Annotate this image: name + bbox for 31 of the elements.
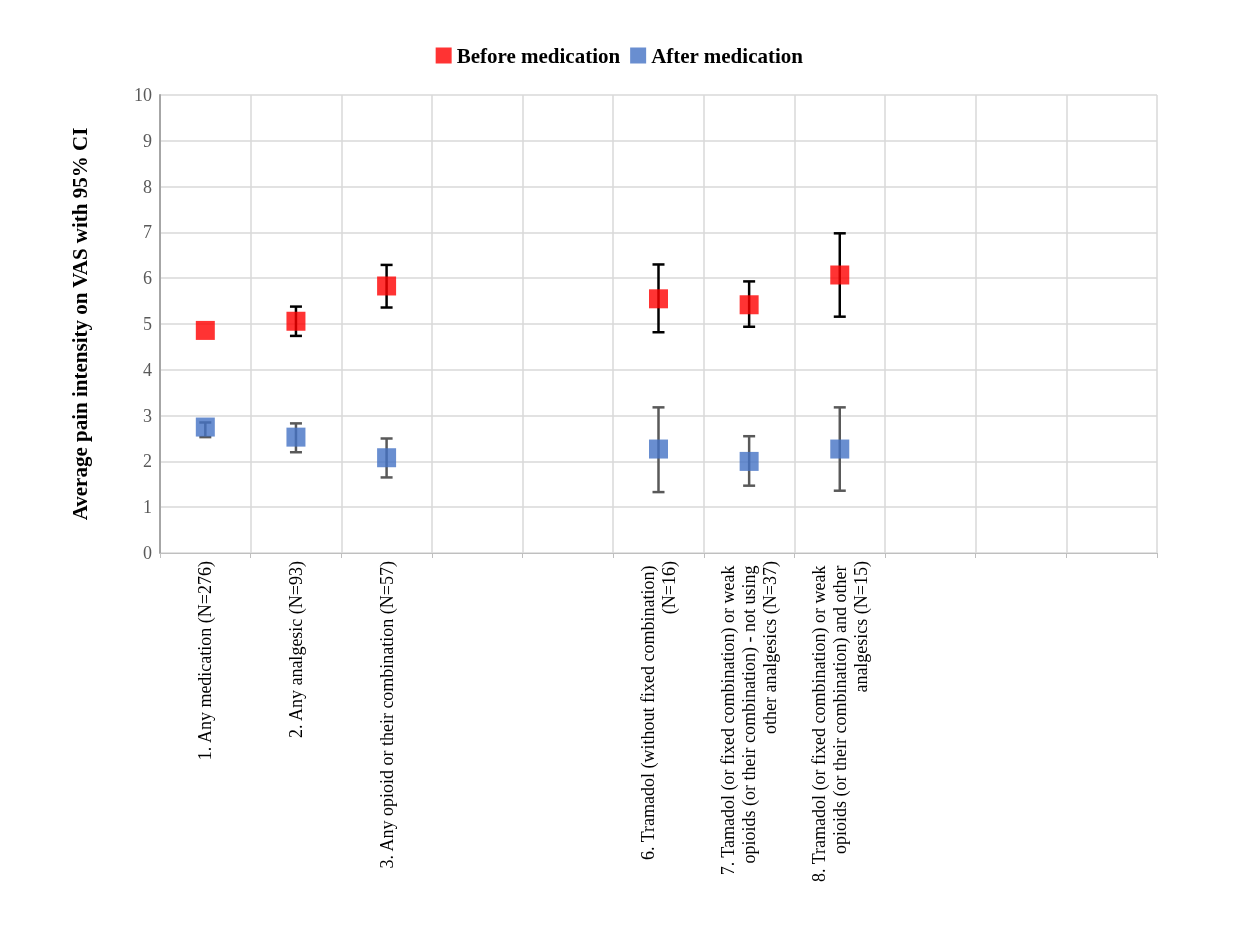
- point: [195, 320, 215, 340]
- x-tick-label: 1. Any medication (N=276): [195, 561, 217, 761]
- y-tick-label: 3: [143, 405, 152, 426]
- y-tick-label: 4: [143, 359, 152, 380]
- point: [739, 295, 759, 315]
- point: [739, 451, 759, 471]
- y-tick-label: 10: [134, 85, 152, 105]
- point: [830, 439, 850, 459]
- point: [830, 265, 850, 285]
- x-tick-label: 6. Tramadol (without fixed combination) (N=16): [638, 561, 680, 860]
- point: [377, 448, 397, 468]
- y-axis-title: Average pain intensity on VAS with 95% CI: [67, 127, 92, 521]
- y-tick-label: 1: [143, 497, 152, 518]
- point: [286, 311, 306, 331]
- x-tick-label: 3. Any opioid or their combination (N=57): [376, 561, 398, 869]
- point: [649, 289, 668, 309]
- y-tick-label: 9: [143, 130, 152, 151]
- x-tick-label: 2. Any analgesic (N=93): [285, 561, 307, 739]
- x-tick-label: 7. Tamadol (or fixed combination) or weak opioids (or their combination) - not using other analgesics (N=37): [718, 561, 782, 876]
- y-tick-label: 6: [143, 268, 152, 289]
- y-tick-label: 8: [143, 176, 152, 197]
- point: [286, 427, 306, 447]
- point: [377, 276, 397, 296]
- point: [649, 439, 668, 459]
- y-tick-label: 2: [143, 451, 152, 472]
- legend-label: Before medication: [456, 43, 621, 68]
- y-tick-label: 7: [143, 222, 152, 243]
- legend-label: After medication: [651, 43, 804, 68]
- x-tick-label: 8. Tramadol (or fixed combination) or weak opioids (or their combination) and other analgesics (N=15): [808, 561, 872, 882]
- y-tick-label: 0: [143, 543, 152, 563]
- y-tick-label: 5: [143, 314, 152, 334]
